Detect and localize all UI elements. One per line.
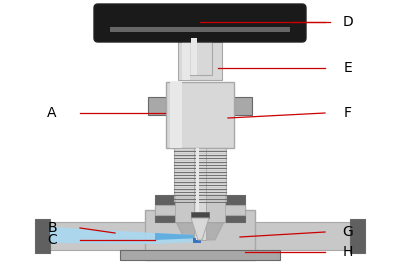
Bar bbox=[250, 222, 360, 250]
Bar bbox=[350, 219, 365, 253]
Polygon shape bbox=[191, 218, 209, 240]
Text: B: B bbox=[47, 221, 57, 235]
Bar bbox=[174, 148, 226, 202]
Text: D: D bbox=[343, 15, 353, 29]
Text: E: E bbox=[344, 61, 352, 75]
Text: A: A bbox=[47, 106, 57, 120]
Bar bbox=[182, 42, 190, 80]
Bar bbox=[145, 210, 255, 260]
Bar bbox=[170, 82, 182, 148]
Bar bbox=[191, 212, 209, 218]
FancyBboxPatch shape bbox=[94, 4, 306, 42]
Bar bbox=[196, 148, 199, 240]
Bar bbox=[194, 148, 206, 240]
Text: G: G bbox=[343, 225, 353, 239]
Bar bbox=[148, 97, 166, 115]
Polygon shape bbox=[193, 238, 201, 243]
Bar bbox=[175, 195, 225, 222]
Bar bbox=[155, 205, 245, 215]
Bar bbox=[155, 195, 245, 222]
Text: F: F bbox=[344, 106, 352, 120]
Bar bbox=[191, 38, 197, 75]
Polygon shape bbox=[155, 233, 201, 240]
Bar bbox=[40, 222, 150, 250]
Polygon shape bbox=[175, 220, 225, 240]
Polygon shape bbox=[50, 227, 195, 244]
Bar bbox=[35, 219, 50, 253]
Bar bbox=[110, 27, 290, 32]
Bar bbox=[234, 97, 252, 115]
Text: C: C bbox=[47, 233, 57, 247]
Bar bbox=[178, 42, 222, 80]
Bar bbox=[120, 250, 280, 260]
Bar bbox=[166, 82, 234, 148]
Bar bbox=[188, 38, 212, 75]
Text: H: H bbox=[343, 245, 353, 259]
